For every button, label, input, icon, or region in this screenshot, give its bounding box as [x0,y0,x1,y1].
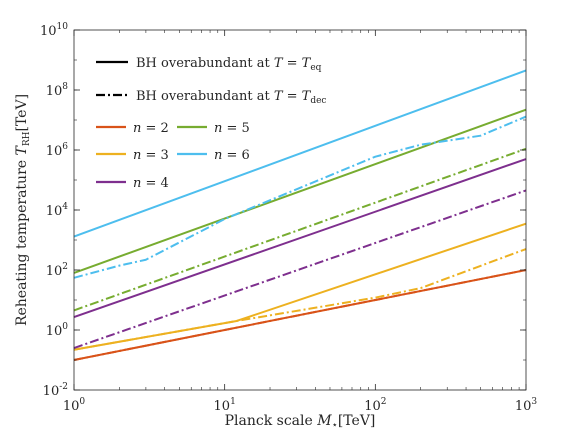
series-n5-eq [73,108,527,274]
series-n2-dec [73,269,527,361]
series-n5-dec [73,147,527,312]
series-n6-dec [73,115,527,279]
series-n6-eq [73,69,527,238]
y-axis-label: Reheating temperature TRH[TeV] [14,94,32,326]
x-tick-label: 103 [515,397,538,414]
y-tick-label: 102 [46,262,68,279]
legend-color-n3-label: n = 3 [133,148,169,163]
legend-color-n6-label: n = 6 [214,148,250,163]
legend-style-solid-label: BH overabundant at T = Teq [136,56,322,73]
legend: BH overabundant at T = Teq BH overabunda… [96,56,326,191]
y-tick-label: 100 [46,322,69,339]
y-tick-label: 108 [46,82,69,99]
legend-color-n4-label: n = 4 [133,176,169,191]
x-tick-label: 102 [364,397,386,414]
x-tick-label: 100 [63,397,86,414]
series-layer [73,69,527,361]
y-tick-label: 1010 [40,22,68,39]
legend-color-n2-label: n = 2 [133,121,169,136]
series-n4-dec [73,189,527,350]
x-axis-label: Planck scale M⋆[TeV] [225,413,376,431]
y-tick-label: 10-2 [43,382,68,399]
legend-style-dashdot-label: BH overabundant at T = Tdec [136,89,326,106]
x-tick-label: 101 [214,397,236,414]
plot-area [74,30,526,390]
axes-box [73,29,527,391]
y-tick-label: 104 [46,202,69,219]
series-n4-eq [73,158,527,319]
series-n3-dec [73,248,527,351]
y-tick-label: 106 [46,142,69,159]
legend-color-n5-label: n = 5 [214,121,250,136]
